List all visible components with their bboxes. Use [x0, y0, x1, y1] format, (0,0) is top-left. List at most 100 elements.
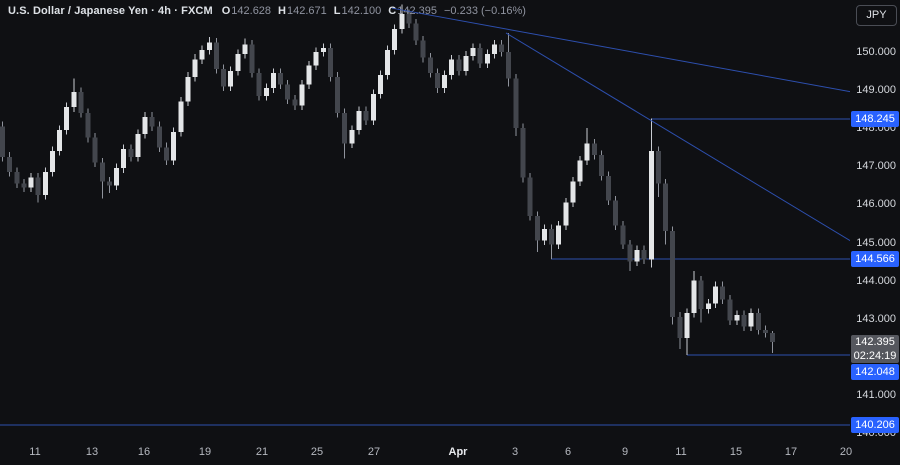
- candle-body-down: [527, 177, 533, 216]
- candle: [591, 138, 597, 160]
- candle-body-down: [21, 183, 27, 188]
- candle: [499, 39, 505, 57]
- candle: [292, 95, 298, 110]
- candle: [691, 271, 697, 318]
- candle-body-up: [684, 312, 690, 338]
- candle: [477, 43, 483, 69]
- candles-svg[interactable]: [0, 0, 850, 440]
- candle: [228, 66, 234, 91]
- candle: [727, 295, 733, 326]
- candle: [491, 39, 497, 59]
- candle-body-down: [770, 332, 776, 342]
- candle: [114, 163, 120, 190]
- candle: [7, 152, 13, 177]
- current-price-value: 142.395: [855, 336, 895, 348]
- candle: [163, 142, 169, 166]
- candle: [327, 43, 333, 82]
- candle: [385, 45, 391, 80]
- candle-body-up: [192, 59, 198, 77]
- symbol-description[interactable]: U.S. Dollar / Japanese Yen · 4h · FXCM: [8, 5, 213, 17]
- candle-body-down: [221, 69, 227, 87]
- candle: [449, 55, 455, 80]
- candle: [584, 128, 590, 166]
- trendline[interactable]: [391, 7, 850, 93]
- candle-body-up: [235, 53, 241, 72]
- candle: [770, 331, 776, 353]
- candle: [313, 47, 319, 70]
- ohlc-readout: O 142.628 H 142.671 L 142.100 C 142.395 −0.2…: [222, 5, 526, 17]
- candle: [71, 78, 77, 112]
- price-level-badge: 144.566: [851, 251, 899, 268]
- candle: [57, 125, 63, 156]
- candle-body-up: [57, 130, 63, 152]
- candle-body-down: [534, 215, 540, 241]
- candle: [556, 220, 562, 249]
- price-tick: 145.000: [856, 236, 896, 249]
- candle: [641, 245, 647, 265]
- time-tick: 17: [784, 446, 798, 458]
- candle-body-down: [698, 280, 704, 310]
- candle-body-up: [114, 168, 120, 186]
- candle-body-up: [463, 55, 469, 72]
- candle-body-up: [377, 74, 383, 94]
- candle-body-down: [741, 314, 747, 327]
- candle-body-down: [213, 42, 219, 70]
- candle-body-up: [491, 44, 497, 54]
- candle-body-down: [292, 99, 298, 106]
- time-tick: 27: [367, 446, 381, 458]
- price-level-badge: 142.048: [851, 363, 899, 380]
- candle: [442, 70, 448, 93]
- candle-body-up: [142, 116, 148, 134]
- candle: [506, 32, 512, 87]
- candle-body-down: [99, 162, 105, 182]
- price-tick: 150.000: [856, 46, 896, 58]
- high-value: 142.671: [287, 5, 327, 17]
- close-label: C: [388, 5, 397, 17]
- candle-body-down: [620, 225, 626, 245]
- candle-body-up: [370, 93, 376, 121]
- time-tick: 9: [621, 446, 629, 458]
- candle: [549, 224, 555, 259]
- candle-body-up: [71, 92, 77, 108]
- candle-body-up: [541, 229, 547, 241]
- time-tick: 15: [729, 446, 743, 458]
- time-tick: 6: [564, 446, 572, 458]
- price-level-badge: 140.206: [851, 417, 899, 434]
- candle-body-up: [385, 50, 391, 75]
- low-label: L: [333, 5, 341, 17]
- candle-body-up: [299, 84, 305, 106]
- candle: [363, 106, 369, 126]
- candle-body-up: [199, 50, 205, 60]
- symbol-legend[interactable]: U.S. Dollar / Japanese Yen · 4h · FXCM O…: [8, 5, 526, 17]
- candle-body-down: [598, 154, 604, 176]
- candle-body-up: [263, 88, 269, 96]
- candle: [513, 74, 519, 136]
- candle-body-down: [670, 231, 676, 317]
- candle: [171, 127, 177, 166]
- currency-button[interactable]: JPY: [856, 5, 897, 26]
- candle: [256, 68, 262, 101]
- candle: [613, 196, 619, 230]
- candle-body-up: [584, 143, 590, 161]
- candle-body-down: [613, 200, 619, 226]
- open-label: O: [221, 5, 231, 17]
- candle-body-down: [92, 137, 98, 163]
- candle-body-down: [106, 181, 112, 186]
- candle: [534, 211, 540, 253]
- candle: [620, 220, 626, 249]
- time-tick: Apr: [448, 446, 468, 458]
- candle-body-down: [14, 172, 20, 184]
- candle: [285, 79, 291, 105]
- time-axis[interactable]: 11 13 16 19 21 25 27 Apr 3 6 9 11 15 17 20: [0, 440, 900, 465]
- candle: [755, 308, 761, 335]
- trendline[interactable]: [505, 32, 850, 242]
- candle-body-up: [185, 76, 191, 102]
- candle-body-up: [470, 48, 476, 56]
- candle-body-down: [85, 112, 91, 138]
- price-axis[interactable]: JPY 150.000 149.000 148.000 147.000 146.000 1…: [850, 0, 900, 440]
- candle: [142, 112, 148, 139]
- candle-body-up: [171, 132, 177, 161]
- candle: [655, 146, 661, 197]
- candle: [698, 276, 704, 323]
- candle: [684, 308, 690, 355]
